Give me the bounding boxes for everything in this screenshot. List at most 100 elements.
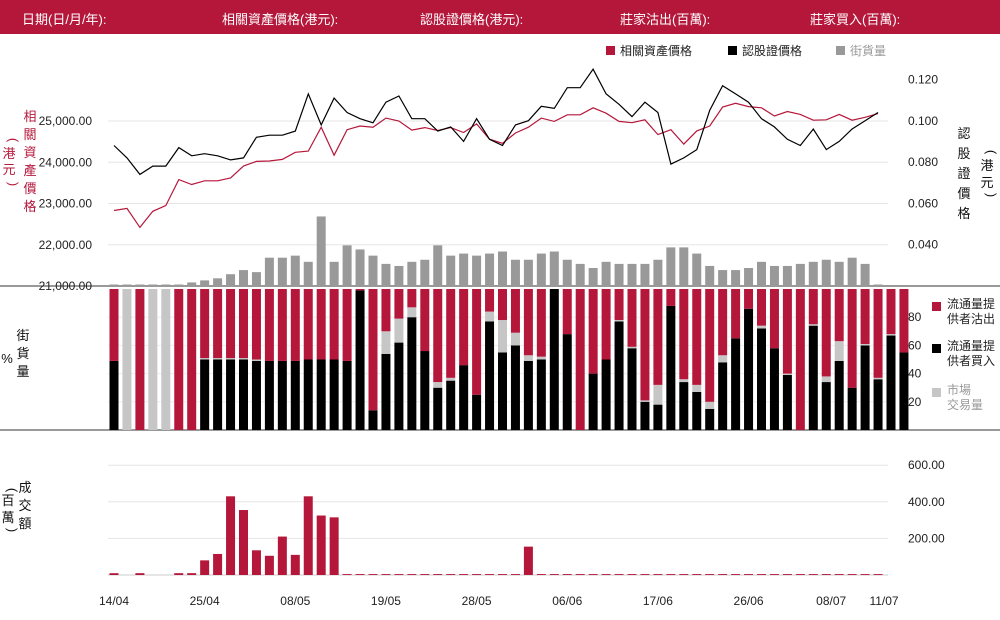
outstanding-bar (692, 253, 702, 286)
issuer-sell-bar (744, 289, 754, 309)
outstanding-bar (627, 263, 637, 286)
market-share-bar (757, 325, 766, 329)
turnover-bar (135, 573, 145, 575)
market-share-bar (122, 289, 132, 430)
issuer-buy-label: 莊家買入(百萬): (810, 12, 901, 27)
turnover-bar (769, 574, 779, 575)
outstanding-bar (769, 265, 779, 286)
outstanding-bar (316, 216, 326, 286)
issuer-buy-bar (459, 365, 469, 430)
issuer-sell-bar (459, 289, 469, 366)
outstanding-bar (653, 259, 663, 286)
percent-axis-tick: 40 (908, 367, 922, 381)
turnover-bar (381, 574, 391, 575)
turnover-bar (459, 574, 469, 575)
outstanding-bar (251, 272, 261, 286)
issuer-buy-bar (251, 360, 261, 430)
issuer-sell-bar (614, 289, 624, 321)
outstanding-bar (148, 284, 158, 286)
left-axis-tick: 25,000.00 (39, 114, 93, 128)
issuer-sell-bar (795, 289, 805, 430)
market-share-bar (873, 377, 883, 380)
outstanding-bar (433, 245, 443, 286)
issuer-sell-bar (653, 289, 663, 385)
outstanding-bar (226, 274, 236, 286)
issuer-sell-bar (510, 289, 520, 333)
issuer-buy-bar (498, 352, 507, 430)
price-lines (113, 68, 879, 229)
volume-axis-title-char: 量 (16, 364, 29, 379)
outstanding-bar (109, 284, 119, 286)
x-axis-label: 19/05 (371, 594, 401, 608)
outstanding-bar (731, 270, 741, 286)
issuer-buy-bar (239, 359, 248, 430)
turnover-bar (368, 574, 378, 575)
x-axis-label: 26/06 (734, 594, 764, 608)
issuer-sell-bar (705, 289, 715, 402)
outstanding-bar (498, 251, 507, 286)
issuer-sell-bar (601, 289, 611, 360)
issuer-sell-bar (187, 289, 197, 430)
turnover-bar (316, 515, 326, 575)
issuer-sell-bar (264, 289, 274, 361)
issuer-buy-bar (420, 351, 430, 430)
volume-bars (109, 289, 909, 430)
turnover-bar (446, 574, 456, 575)
left-axis-tick: 23,000.00 (39, 197, 93, 211)
left-axis-title-char: 資 (23, 145, 36, 160)
right-axis-unit-paren: ( (984, 150, 999, 155)
market-share-bar (485, 311, 495, 322)
issuer-sell-bar (200, 289, 210, 359)
outstanding-bar (472, 255, 482, 286)
left-axis-title-char: 產 (23, 163, 36, 178)
turnover-bar (407, 574, 417, 575)
volume-axis-unit: % (1, 351, 13, 366)
issuer-buy-bar (510, 345, 520, 430)
issuer-buy-bar (666, 305, 676, 430)
turnover-bar (575, 574, 585, 575)
turnover-bar (782, 574, 792, 575)
outstanding-bar (368, 255, 378, 286)
left-axis-unit-char: 港 (2, 146, 15, 161)
axis-titles: 相關資產價格(港元)認股證價格(港元)街貨量%成交額(百萬) (1, 109, 999, 532)
turnover-bar (718, 574, 728, 575)
issuer-buy-bar (873, 379, 883, 430)
turnover-bar (536, 574, 546, 575)
legend-swatch (932, 344, 941, 353)
issuer-sell-bar (226, 289, 236, 359)
issuer-sell-bar (368, 289, 378, 411)
turnover-bar (394, 574, 404, 575)
outstanding-bar (549, 251, 559, 286)
left-axis-title-char: 格 (23, 199, 36, 214)
issuer-sell-bar (290, 289, 300, 361)
turnover-axis-unit-paren: ( (5, 488, 20, 493)
issuer-buy-bar (627, 348, 637, 430)
outstanding-bar (213, 278, 223, 286)
issuer-buy-bar (640, 401, 650, 430)
turnover-bar (510, 574, 520, 575)
market-share-bar (200, 358, 210, 360)
issuer-sell-bar (381, 289, 391, 332)
issuer-buy-bar (226, 359, 236, 430)
turnover-bar (744, 574, 754, 575)
issuer-sell-bar (679, 289, 689, 380)
x-axis-label: 06/06 (552, 594, 582, 608)
turnover-bar (640, 574, 650, 575)
issuer-sell-bar (808, 289, 818, 325)
issuer-sell-bar (174, 289, 184, 430)
right-axis-unit-char: 港 (980, 158, 993, 173)
outstanding-bar (873, 284, 883, 286)
right-axis-tick: 0.080 (908, 155, 938, 169)
market-share-bar (394, 318, 404, 343)
outstanding-bar (575, 263, 585, 286)
turnover-bar (251, 550, 261, 575)
percent-axis-tick: 60 (908, 338, 922, 352)
right-axis-title-char: 證 (957, 166, 970, 181)
issuer-sell-bar (446, 289, 456, 378)
market-share-bar (226, 358, 236, 360)
market-share-bar (886, 334, 896, 336)
issuer-buy-bar (549, 289, 559, 430)
left-axis-tick: 21,000.00 (39, 279, 93, 293)
left-axis-tick: 24,000.00 (39, 155, 93, 169)
legend-swatch (606, 46, 615, 55)
